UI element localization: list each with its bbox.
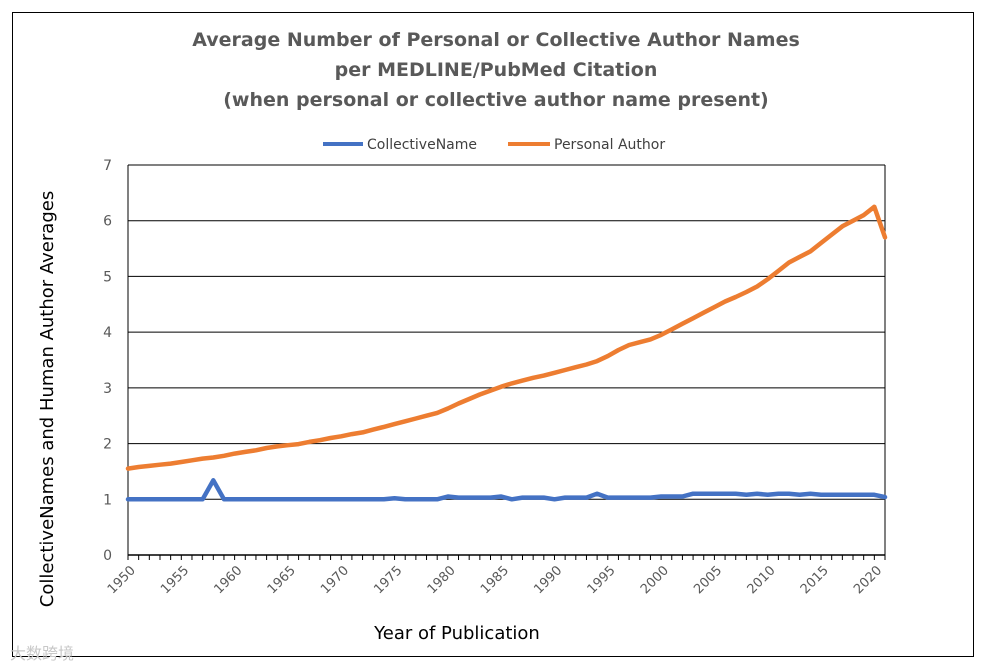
x-tick-label: 1980 [425,563,459,597]
chart-frame: Average Number of Personal or Collective… [12,12,974,657]
line-chart: Average Number of Personal or Collective… [37,29,888,644]
x-tick-label: 2015 [798,563,832,597]
x-tick-label: 2005 [691,563,725,597]
watermark: 大数跨境 [10,644,75,663]
x-tick-label: 2020 [851,563,885,597]
series-lines [125,204,888,502]
x-tick-label: 1975 [371,563,405,597]
chart-title-line-2: per MEDLINE/PubMed Citation [335,59,658,81]
x-axis-ticks: 1950 1955 1960 1965 1970 1975 1980 1985 1990 1995… [105,555,886,597]
chart-title-line-3: (when personal or collective author name… [223,89,768,111]
legend-label-personal-author: Personal Author [554,137,665,153]
y-tick-label: 6 [103,214,112,230]
x-axis-title: Year of Publication [373,623,540,644]
y-tick-label: 7 [103,158,112,174]
y-tick-label: 3 [103,381,112,397]
y-tick-label: 4 [103,325,112,341]
x-tick-label: 2000 [638,563,672,597]
x-tick-label: 1965 [265,563,299,597]
x-tick-label: 1970 [318,563,352,597]
x-tick-label: 1995 [585,563,619,597]
x-tick-label: 1950 [105,563,139,597]
series-line-collectivename [125,478,888,502]
y-tick-label: 0 [103,548,112,564]
y-axis-title: CollectiveNames and Human Author Average… [37,191,58,607]
x-tick-label: 1990 [531,563,565,597]
x-tick-label: 1985 [478,563,512,597]
y-tick-label: 2 [103,437,112,453]
y-axis-ticks: 0 1 2 3 4 5 6 7 [103,158,112,564]
chart-title-line-1: Average Number of Personal or Collective… [192,29,800,51]
y-tick-label: 5 [103,269,112,285]
x-tick-label: 1960 [211,563,245,597]
legend-label-collectivename: CollectiveName [367,137,477,153]
legend: CollectiveName Personal Author [323,137,665,153]
gridlines [127,164,886,556]
y-tick-label: 1 [103,492,112,508]
x-tick-label: 1955 [158,563,192,597]
series-line-personal-author [125,204,888,471]
x-tick-label: 2010 [745,563,779,597]
chart-title: Average Number of Personal or Collective… [192,29,800,111]
